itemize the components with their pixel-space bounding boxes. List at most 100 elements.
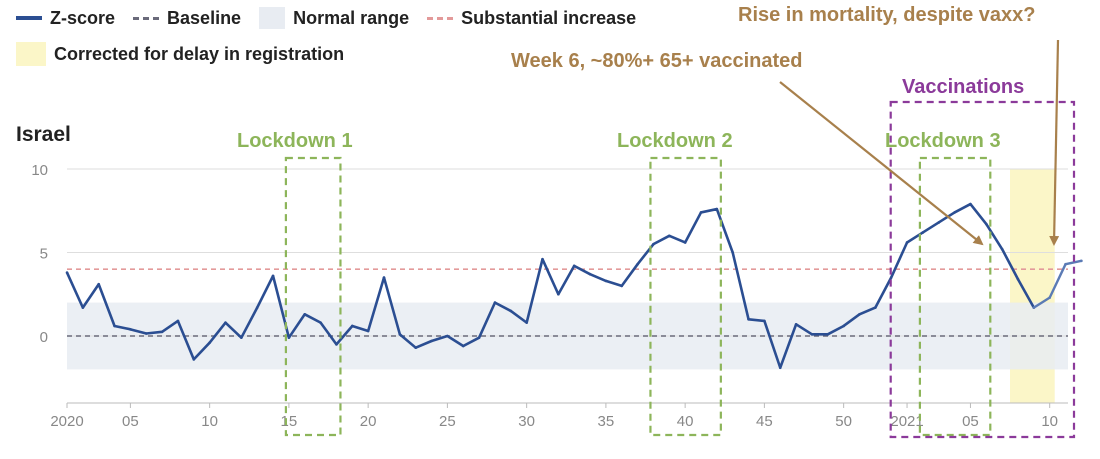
corrected-point-3 [1064,262,1067,266]
substantial-increase-swatch [427,16,454,20]
data-point-6 [144,332,148,335]
legend-label-baseline: Baseline [167,7,242,28]
legend-item-zscore[interactable]: Z-score [16,8,115,29]
zscore-swatch [16,16,42,20]
vaccination-box [889,100,1076,439]
annotation-rise-in-mortality: Rise in mortality, despite vaxx? [738,4,1036,26]
data-point-61 [1016,277,1020,281]
annotation-week-6: Week 6, ~80%+ 65+ vaccinated [511,50,803,72]
data-point-2 [81,306,85,309]
x-tick-label-10: 50 [835,413,852,430]
baseline-swatch [133,16,160,20]
y-tick-label-2: 10 [31,162,48,179]
region-title: Israel [16,123,71,146]
data-point-28 [493,301,497,304]
data-point-11 [224,321,227,324]
data-point-35 [604,279,608,283]
legend-label-corrected: Corrected for delay in registration [54,43,345,64]
x-tick-label-0: 2020 [50,413,83,430]
legend-item-normal-range[interactable]: Normal range [259,7,409,29]
data-point-27 [477,336,481,339]
data-point-33 [572,264,576,268]
data-point-21 [382,276,386,279]
data-point-38 [652,242,655,246]
data-point-59 [985,222,988,226]
arrow-rise-in-mortality [1049,39,1060,246]
x-tick-label-6: 30 [518,413,535,430]
data-point-18 [335,343,338,346]
data-point-45 [763,319,766,323]
data-point-26 [461,344,465,348]
legend-label-zscore: Z-score [50,7,116,28]
annotation-lockdown-1: Lockdown 1 [237,130,353,152]
data-point-19 [351,324,354,328]
legend-label-substantial-increase: Substantial increase [461,7,637,28]
data-point-23 [414,346,418,349]
data-point-13 [255,306,259,309]
data-point-51 [858,312,861,316]
legend-item-corrected[interactable]: Corrected for delay in registration [16,42,344,66]
data-point-3 [97,282,100,286]
data-point-1 [65,271,69,274]
lockdown-box-3 [918,156,992,437]
data-point-30 [525,321,528,324]
data-point-14 [271,274,275,278]
series-line-zscore [65,202,1035,370]
annotation-lockdown-3: Lockdown 3 [885,130,1001,152]
series-line-corrected [1033,259,1082,309]
data-point-24 [430,339,433,343]
data-point-34 [588,272,592,276]
data-point-17 [319,321,322,324]
x-tick-label-9: 45 [756,413,773,430]
data-point-55 [921,231,925,234]
data-point-4 [113,324,116,328]
legend-item-baseline[interactable]: Baseline [133,8,241,29]
data-point-5 [129,328,132,331]
data-point-48 [810,333,814,336]
data-point-60 [1000,247,1004,251]
lockdown-box-2 [649,156,722,437]
corrected-point-2 [1048,296,1051,299]
x-tick-label-13: 10 [1041,413,1058,430]
data-point-46 [778,366,782,370]
data-point-8 [176,319,180,323]
data-point-47 [794,323,798,326]
annotation-vaccinations: Vaccinations [902,76,1025,98]
data-point-56 [937,221,941,224]
data-point-32 [557,292,560,296]
legend-item-substantial-increase[interactable]: Substantial increase [427,8,636,29]
data-point-57 [953,211,956,214]
data-point-16 [303,312,307,316]
data-point-10 [208,341,211,344]
data-point-58 [969,202,972,206]
data-point-20 [366,329,370,333]
x-tick-label-11: 2021 [890,413,923,430]
data-point-53 [889,276,893,279]
data-point-40 [683,241,687,244]
x-tick-label-2: 10 [201,413,218,430]
data-point-54 [905,241,909,244]
x-tick-label-1: 05 [122,413,139,430]
x-tick-label-7: 35 [598,413,615,430]
y-tick-label-1: 5 [40,246,48,263]
data-point-42 [715,207,719,211]
arrow-week-6 [779,81,984,246]
data-point-29 [509,309,513,313]
corrected-swatch [16,42,46,66]
data-point-43 [731,251,734,254]
data-point-22 [398,333,402,336]
annotation-lockdown-2: Lockdown 2 [617,130,733,152]
data-point-37 [636,262,639,266]
data-point-36 [620,284,624,288]
legend-label-normal-range: Normal range [293,7,410,28]
data-point-7 [160,330,164,334]
x-tick-label-3: 15 [281,413,298,430]
data-point-25 [446,334,449,338]
data-point-31 [541,257,544,261]
data-point-39 [668,234,671,238]
lockdown-box-1 [284,156,342,437]
legend: Z-score Baseline Normal range Substantia… [16,6,736,78]
data-point-41 [699,211,703,214]
x-tick-label-4: 20 [360,413,377,430]
